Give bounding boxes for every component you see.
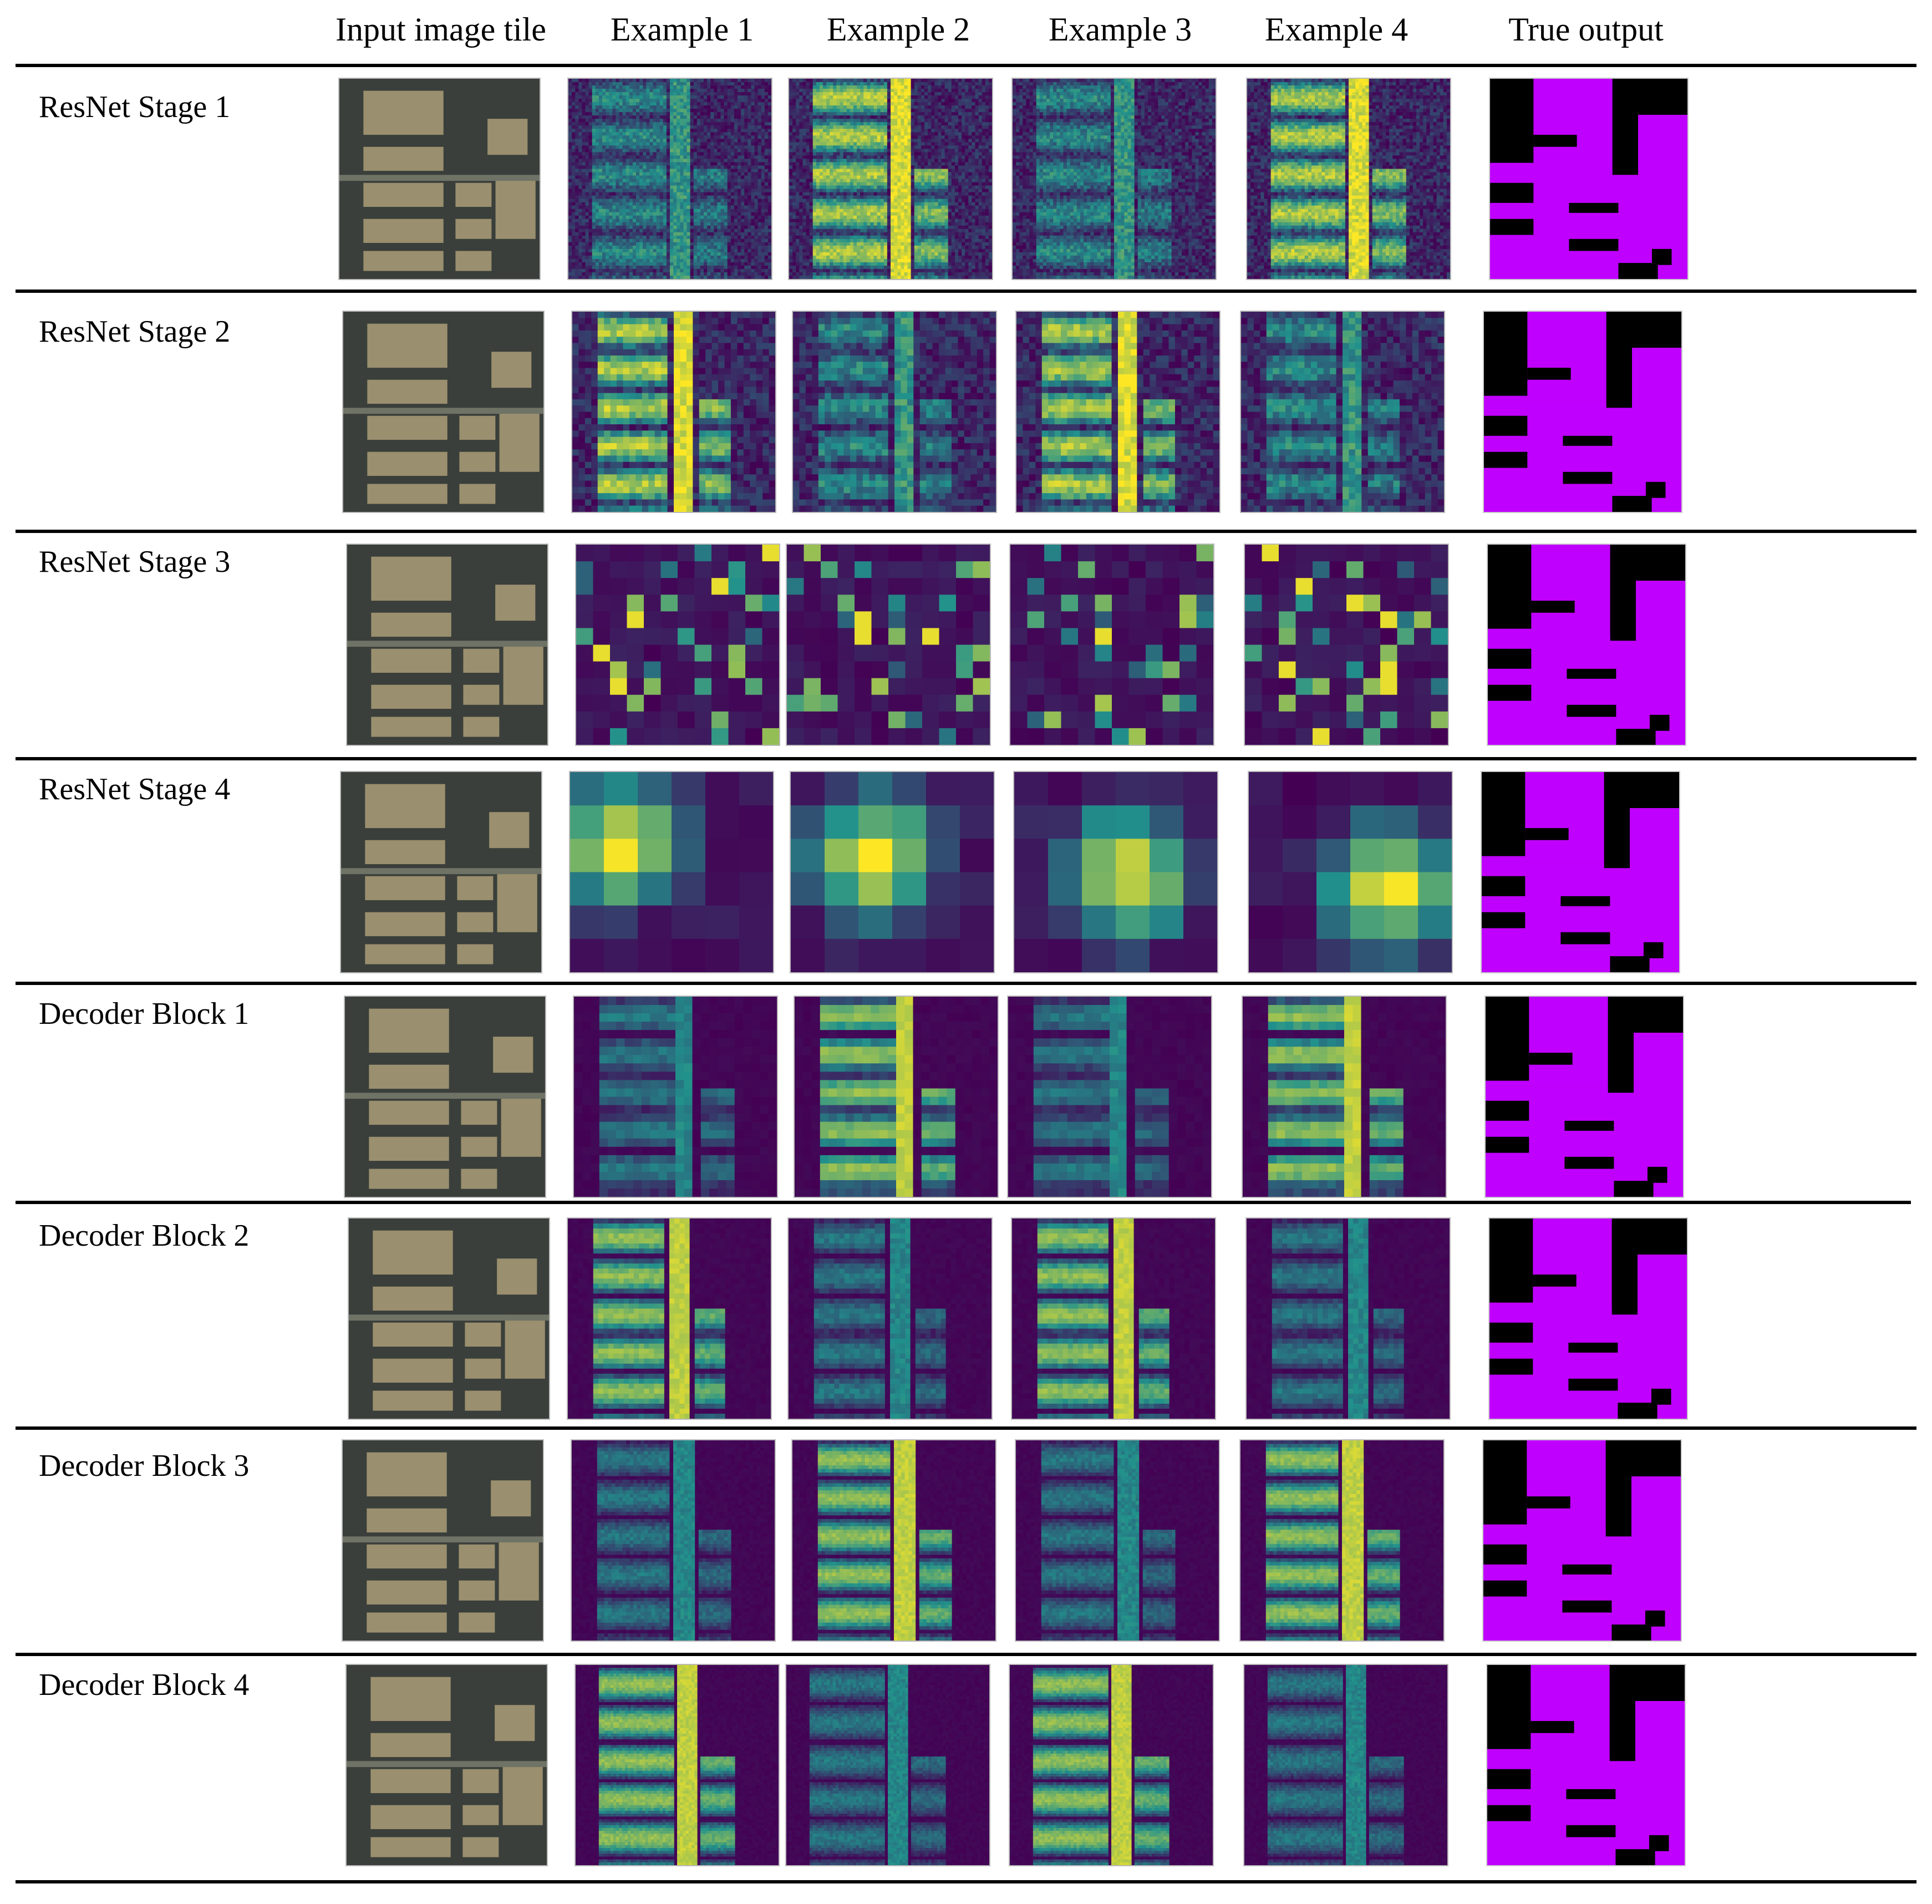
table-rule: [16, 64, 1916, 67]
feature-map-decoder-block-3-col-2: [571, 1439, 776, 1642]
feature-map-decoder-block-2-col-3: [787, 1217, 993, 1420]
feature-map-decoder-block-3-col-4: [1015, 1439, 1220, 1642]
aerial-image-resnet-stage-3-col-1: [346, 544, 548, 746]
feature-map-resnet-stage-3-col-2: [575, 544, 780, 746]
aerial-image-decoder-block-1-col-1: [344, 996, 546, 1198]
row-label-resnet-stage-2: ResNet Stage 2: [39, 313, 230, 350]
segmentation-mask-decoder-block-1-col-6: [1484, 996, 1684, 1198]
feature-map-resnet-stage-1-col-3: [788, 78, 993, 280]
feature-map-resnet-stage-3-col-4: [1009, 544, 1214, 746]
segmentation-mask-resnet-stage-2-col-6: [1483, 311, 1682, 513]
feature-map-resnet-stage-2-col-3: [792, 311, 997, 513]
feature-map-decoder-block-1-col-4: [1007, 996, 1212, 1198]
aerial-image-resnet-stage-1-col-1: [338, 78, 541, 280]
row-label-decoder-block-3: Decoder Block 3: [39, 1448, 249, 1484]
row-label-decoder-block-1: Decoder Block 1: [39, 996, 249, 1032]
table-rule: [16, 1201, 1911, 1204]
feature-map-decoder-block-4-col-5: [1243, 1664, 1448, 1866]
feature-map-decoder-block-3-col-3: [791, 1439, 996, 1642]
row-label-resnet-stage-1: ResNet Stage 1: [39, 89, 230, 125]
column-header-example-3: Example 3: [1049, 10, 1192, 49]
feature-map-resnet-stage-4-col-2: [569, 771, 774, 973]
feature-map-resnet-stage-4-col-4: [1013, 771, 1218, 973]
feature-map-resnet-stage-4-col-3: [790, 771, 995, 973]
feature-map-decoder-block-2-col-4: [1011, 1217, 1216, 1420]
feature-map-decoder-block-3-col-5: [1239, 1439, 1445, 1642]
column-header-example-1: Example 1: [611, 10, 754, 49]
segmentation-mask-decoder-block-2-col-6: [1488, 1217, 1688, 1420]
aerial-image-decoder-block-2-col-1: [348, 1217, 550, 1420]
row-label-resnet-stage-4: ResNet Stage 4: [39, 771, 230, 808]
table-rule: [16, 290, 1916, 293]
feature-map-resnet-stage-2-col-5: [1240, 311, 1445, 513]
feature-map-decoder-block-2-col-2: [567, 1217, 772, 1420]
table-rule: [16, 530, 1916, 533]
aerial-image-resnet-stage-4-col-1: [340, 771, 542, 973]
feature-map-resnet-stage-2-col-2: [571, 311, 776, 513]
segmentation-mask-decoder-block-3-col-6: [1482, 1439, 1682, 1642]
row-label-decoder-block-4: Decoder Block 4: [39, 1667, 249, 1703]
column-header-example-2: Example 2: [827, 10, 970, 49]
feature-map-decoder-block-4-col-3: [785, 1664, 990, 1866]
feature-map-decoder-block-1-col-5: [1242, 996, 1447, 1198]
feature-map-decoder-block-2-col-5: [1245, 1217, 1451, 1420]
segmentation-mask-resnet-stage-4-col-6: [1481, 771, 1680, 973]
feature-map-resnet-stage-3-col-5: [1244, 544, 1449, 746]
row-label-resnet-stage-3: ResNet Stage 3: [39, 544, 230, 580]
feature-map-decoder-block-4-col-4: [1009, 1664, 1214, 1866]
column-header-true-output: True output: [1508, 10, 1664, 49]
segmentation-mask-decoder-block-4-col-6: [1486, 1664, 1686, 1866]
table-rule: [16, 1426, 1916, 1430]
table-rule: [16, 1880, 1916, 1883]
column-header-example-4: Example 4: [1265, 10, 1408, 49]
segmentation-mask-resnet-stage-1-col-6: [1489, 78, 1689, 280]
feature-map-resnet-stage-4-col-5: [1248, 771, 1453, 973]
feature-map-decoder-block-4-col-2: [574, 1664, 780, 1866]
table-rule: [16, 982, 1916, 985]
feature-map-resnet-stage-1-col-5: [1246, 78, 1451, 280]
table-rule: [16, 757, 1916, 760]
aerial-image-resnet-stage-2-col-1: [342, 311, 545, 513]
feature-map-decoder-block-1-col-2: [573, 996, 778, 1198]
feature-map-resnet-stage-3-col-3: [786, 544, 991, 746]
table-rule: [16, 1653, 1916, 1656]
aerial-image-decoder-block-3-col-1: [342, 1439, 544, 1642]
aerial-image-decoder-block-4-col-1: [345, 1664, 548, 1866]
feature-map-resnet-stage-2-col-4: [1015, 311, 1221, 513]
segmentation-mask-resnet-stage-3-col-6: [1487, 544, 1686, 746]
feature-map-resnet-stage-1-col-4: [1011, 78, 1217, 280]
feature-map-decoder-block-1-col-3: [794, 996, 999, 1198]
row-label-decoder-block-2: Decoder Block 2: [39, 1217, 249, 1254]
column-header-input-image-tile: Input image tile: [335, 10, 546, 49]
feature-map-resnet-stage-1-col-2: [567, 78, 772, 280]
